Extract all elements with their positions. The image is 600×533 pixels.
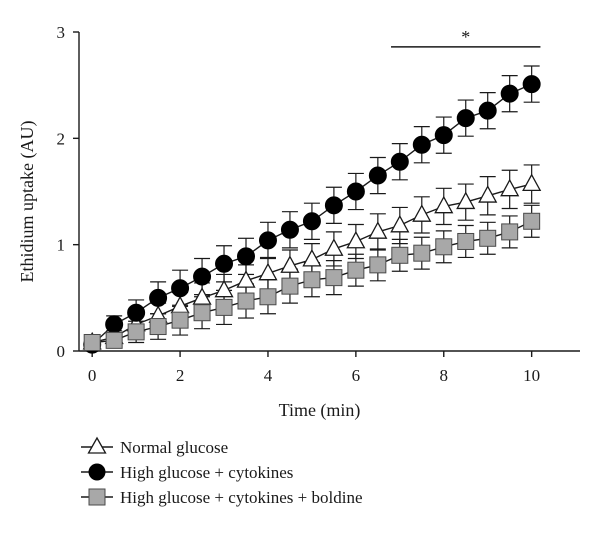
- data-point-high-glucose-cytokines: [434, 126, 453, 145]
- data-point-normal-glucose: [390, 214, 410, 233]
- data-point-high-glucose-cytokines: [149, 288, 168, 307]
- data-point-high-glucose-cytokines: [105, 315, 124, 334]
- data-point-high-glucose-cytokines-boldine: [171, 311, 189, 329]
- data-point-high-glucose-cytokines-boldine: [237, 292, 255, 310]
- legend-label-high-glucose-cytokines: High glucose + cytokines: [120, 463, 293, 482]
- data-point-normal-glucose: [258, 262, 278, 281]
- y-tick-label: 2: [57, 129, 66, 148]
- data-point-normal-glucose: [214, 279, 234, 298]
- data-point-high-glucose-cytokines-boldine: [149, 318, 167, 336]
- y-axis-title: Ethidium uptake (AU): [17, 121, 38, 283]
- data-point-normal-glucose: [236, 270, 256, 288]
- axes: 0 2 4 6 8 10 0 1 2 3: [57, 23, 580, 385]
- data-point-high-glucose-cytokines: [258, 231, 277, 250]
- x-tick-label: 10: [523, 366, 540, 385]
- data-point-high-glucose-cytokines: [412, 135, 431, 154]
- data-point-high-glucose-cytokines-boldine: [325, 269, 343, 287]
- data-point-high-glucose-cytokines: [390, 152, 409, 171]
- data-point-normal-glucose: [192, 287, 212, 305]
- data-point-high-glucose-cytokines-boldine: [347, 261, 365, 279]
- data-point-high-glucose-cytokines: [324, 196, 343, 215]
- data-point-high-glucose-cytokines: [368, 166, 387, 185]
- x-tick-label: 8: [440, 366, 449, 385]
- data-point-high-glucose-cytokines-boldine: [413, 244, 431, 262]
- x-tick-label: 4: [264, 366, 273, 385]
- data-point-high-glucose-cytokines: [522, 75, 541, 94]
- legend-item-high-glucose-cytokines-boldine: High glucose + cytokines + boldine: [81, 488, 363, 507]
- data-point-high-glucose-cytokines: [280, 220, 299, 239]
- data-point-high-glucose-cytokines: [237, 247, 255, 266]
- data-point-high-glucose-cytokines-boldine: [127, 323, 145, 341]
- legend-label-normal-glucose: Normal glucose: [120, 438, 228, 457]
- data-point-high-glucose-cytokines-boldine: [259, 288, 277, 306]
- data-point-high-glucose-cytokines: [193, 267, 212, 286]
- legend-label-high-glucose-cytokines-boldine: High glucose + cytokines + boldine: [120, 488, 363, 507]
- data-point-high-glucose-cytokines-boldine: [193, 304, 211, 322]
- x-tick-label: 6: [352, 366, 361, 385]
- data-point-high-glucose-cytokines: [171, 279, 190, 298]
- data-point-high-glucose-cytokines: [456, 109, 475, 128]
- data-point-high-glucose-cytokines-boldine: [501, 223, 519, 241]
- data-point-high-glucose-cytokines-boldine: [479, 229, 497, 247]
- data-point-high-glucose-cytokines: [127, 303, 146, 322]
- data-point-normal-glucose: [522, 173, 542, 192]
- data-point-high-glucose-cytokines: [500, 84, 519, 103]
- data-point-normal-glucose: [324, 238, 344, 256]
- data-point-high-glucose-cytokines-boldine: [281, 277, 299, 295]
- data-point-high-glucose-cytokines-boldine: [215, 298, 233, 316]
- data-point-high-glucose-cytokines: [478, 101, 497, 120]
- legend-triangle-marker: [87, 436, 107, 454]
- y-tick-label: 0: [57, 342, 66, 361]
- data-point-high-glucose-cytokines-boldine: [105, 331, 123, 349]
- significance-star: *: [461, 27, 470, 47]
- data-point-normal-glucose: [368, 221, 388, 239]
- data-point-high-glucose-cytokines-boldine: [435, 238, 453, 256]
- data-point-high-glucose-cytokines: [302, 212, 321, 231]
- data-point-high-glucose-cytokines-boldine: [457, 232, 475, 250]
- data-point-normal-glucose: [280, 255, 300, 273]
- x-tick-label: 0: [88, 366, 97, 385]
- legend-circle-marker: [88, 463, 106, 481]
- legend-item-normal-glucose: Normal glucose: [81, 436, 228, 457]
- x-tick-label: 2: [176, 366, 185, 385]
- data-point-normal-glucose: [456, 191, 476, 210]
- y-tick-label: 3: [57, 23, 66, 42]
- data-point-high-glucose-cytokines: [346, 182, 365, 201]
- data-points: [82, 75, 542, 354]
- data-point-normal-glucose: [346, 230, 366, 249]
- data-point-normal-glucose: [434, 195, 454, 214]
- data-point-normal-glucose: [478, 185, 498, 203]
- legend: Normal glucose High glucose + cytokines …: [81, 436, 363, 507]
- x-axis-title: Time (min): [279, 400, 361, 421]
- legend-square-marker: [88, 488, 106, 506]
- data-point-high-glucose-cytokines-boldine: [523, 212, 541, 230]
- significance-annotation: *: [391, 27, 541, 48]
- data-point-high-glucose-cytokines-boldine: [83, 333, 101, 351]
- data-point-normal-glucose: [500, 178, 520, 197]
- legend-item-high-glucose-cytokines: High glucose + cytokines: [81, 463, 293, 482]
- data-point-normal-glucose: [412, 204, 432, 222]
- data-point-high-glucose-cytokines-boldine: [369, 256, 387, 274]
- axis-labels: Time (min) Ethidium uptake (AU): [17, 121, 360, 421]
- data-point-high-glucose-cytokines-boldine: [303, 271, 321, 289]
- y-tick-label: 1: [57, 236, 66, 255]
- data-point-high-glucose-cytokines: [215, 254, 234, 273]
- data-point-high-glucose-cytokines-boldine: [391, 246, 409, 264]
- data-point-normal-glucose: [302, 248, 322, 267]
